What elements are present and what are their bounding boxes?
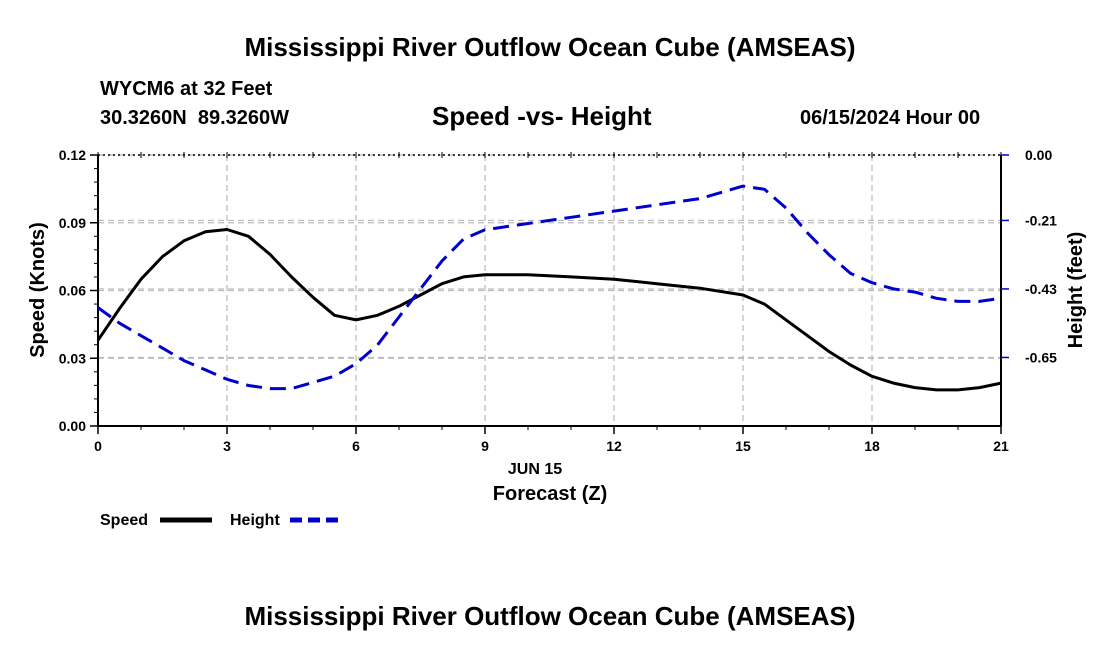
x-date-label: JUN 15	[508, 461, 562, 478]
y2-tick-label: -0.21	[1025, 212, 1057, 228]
x-tick-label: 0	[94, 438, 102, 454]
x-tick-label: 15	[735, 438, 751, 454]
station-label: WYCM6 at 32 Feet	[100, 78, 273, 100]
x-tick-label: 21	[993, 438, 1009, 454]
forecast-datetime: 06/15/2024 Hour 00	[800, 107, 981, 129]
y2-tick-label: 0.00	[1025, 147, 1052, 163]
y-tick-label: 0.09	[59, 215, 86, 231]
series-line-height	[97, 184, 1002, 391]
y-axis-label: Speed (Knots)	[27, 222, 49, 358]
x-tick-label: 18	[864, 438, 880, 454]
y-tick-label: 0.12	[59, 147, 86, 163]
x-tick-label: 9	[481, 438, 489, 454]
x-tick-label: 12	[606, 438, 622, 454]
footer-title: Mississippi River Outflow Ocean Cube (AM…	[244, 601, 856, 631]
legend-speed-label: Speed	[100, 512, 148, 529]
series-line-speed	[96, 228, 1002, 392]
y-tick-label: 0.03	[59, 350, 86, 366]
main-title: Mississippi River Outflow Ocean Cube (AM…	[244, 32, 856, 62]
legend-height-label: Height	[230, 512, 280, 529]
coordinates-label: 30.3260N 89.3260W	[100, 107, 290, 129]
chart-subtitle: Speed -vs- Height	[432, 101, 652, 131]
x-tick-label: 3	[223, 438, 231, 454]
y2-axis-label: Height (feet)	[1065, 232, 1087, 349]
y2-tick-label: -0.43	[1025, 281, 1057, 297]
x-axis-label: Forecast (Z)	[493, 483, 607, 505]
x-tick-label: 6	[352, 438, 360, 454]
y-tick-label: 0.06	[59, 283, 86, 299]
y-tick-label: 0.00	[59, 418, 86, 434]
y2-tick-label: -0.65	[1025, 349, 1057, 365]
